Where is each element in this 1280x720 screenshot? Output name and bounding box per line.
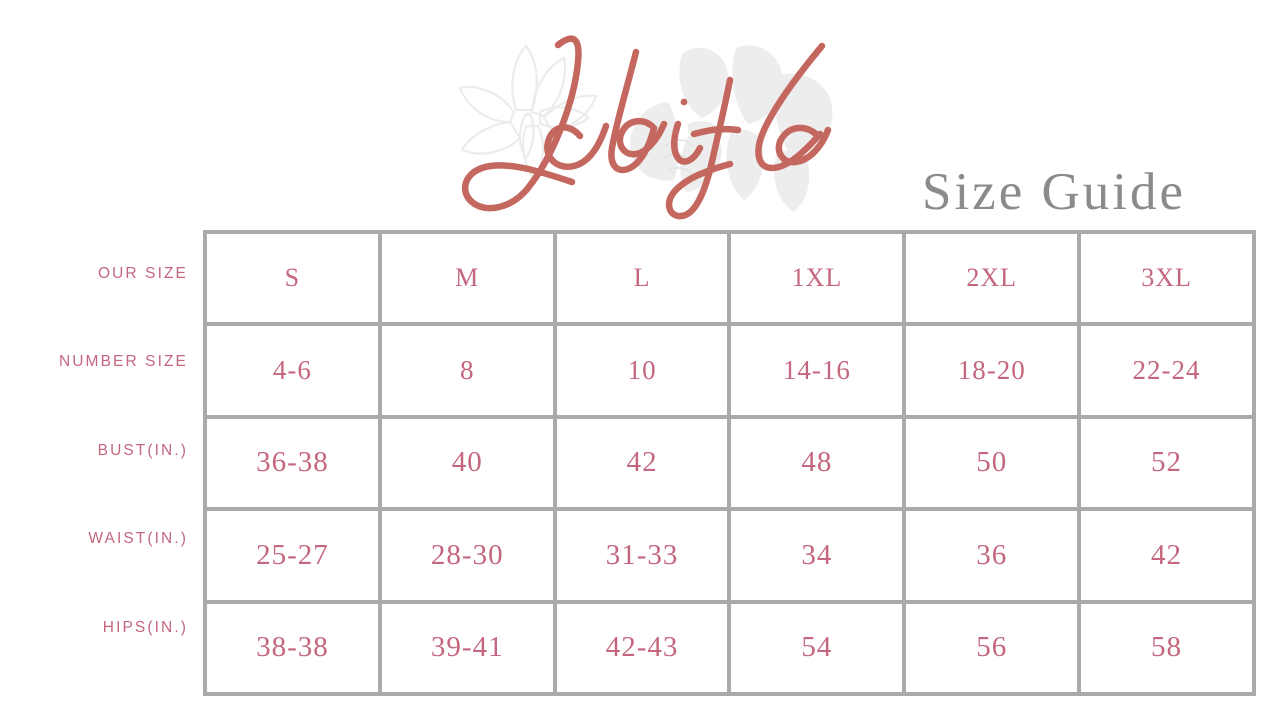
cell-hips-s: 38-38 [203,599,382,696]
cell-waist-m: 28-30 [377,507,557,604]
cell-our-size-2xl: 2XL [902,229,1082,327]
row-label-bust: BUST(IN.) [97,441,188,459]
row-label-number-size: NUMBER SIZE [58,353,188,371]
size-table-container: S M L 1XL 2XL 3XL 4-6 8 10 14-16 18-20 2… [203,229,1256,696]
cell-waist-l: 31-33 [552,507,732,604]
row-label-our-size: OUR SIZE [97,265,188,282]
row-label-hips: HIPS(IN.) [102,618,188,636]
cell-bust-l: 42 [552,414,732,512]
cell-waist-3xl: 42 [1077,507,1256,604]
cell-our-size-m: M [377,229,557,327]
cell-bust-m: 40 [377,414,557,512]
cell-our-size-1xl: 1XL [727,229,907,327]
cell-number-size-2xl: 18-20 [902,322,1082,419]
row-label-waist: WAIST(IN.) [88,530,188,548]
cell-our-size-s: S [203,229,382,327]
row-label-column: OUR SIZE NUMBER SIZE BUST(IN.) WAIST(IN.… [0,230,188,672]
cell-our-size-l: L [552,229,732,327]
cell-bust-2xl: 50 [902,414,1082,512]
table-row-hips: 38-38 39-41 42-43 54 56 58 [203,599,1256,696]
brand-logo-block: Jodifl [430,18,860,228]
table-row-number-size: 4-6 8 10 14-16 18-20 22-24 [203,322,1256,419]
cell-hips-m: 39-41 [377,599,557,696]
table-row-waist: 25-27 28-30 31-33 34 36 42 [203,507,1256,604]
table-row-bust: 36-38 40 42 48 50 52 [203,414,1256,512]
cell-bust-s: 36-38 [203,414,382,512]
cell-hips-1xl: 54 [727,599,907,696]
cell-waist-s: 25-27 [203,507,382,604]
cell-hips-3xl: 58 [1077,599,1256,696]
cell-bust-1xl: 48 [727,414,907,512]
cell-number-size-1xl: 14-16 [727,322,907,419]
cell-bust-3xl: 52 [1077,414,1256,512]
cell-our-size-3xl: 3XL [1077,229,1256,327]
page-title: Size Guide [921,163,1187,221]
cell-waist-2xl: 36 [902,507,1082,604]
cell-number-size-s: 4-6 [203,322,382,419]
table-row-our-size: S M L 1XL 2XL 3XL [203,229,1256,327]
cell-number-size-3xl: 22-24 [1077,322,1256,419]
jodifl-script-logo [461,35,832,220]
cell-hips-l: 42-43 [552,599,732,696]
cell-waist-1xl: 34 [727,507,907,604]
size-chart-table: S M L 1XL 2XL 3XL 4-6 8 10 14-16 18-20 2… [203,229,1256,696]
cell-number-size-l: 10 [552,322,732,419]
cell-hips-2xl: 56 [902,599,1082,696]
cell-number-size-m: 8 [377,322,557,419]
